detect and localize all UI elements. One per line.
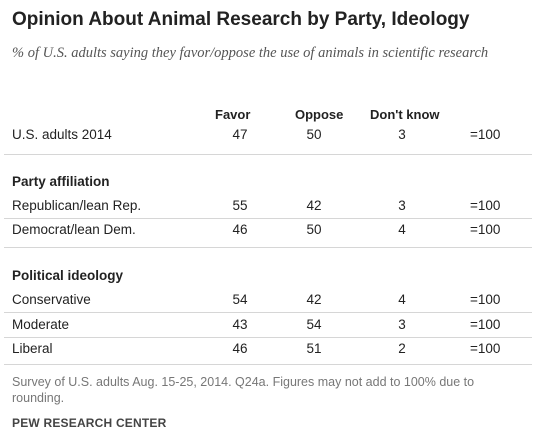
total-value: =100: [470, 292, 501, 307]
divider: [4, 247, 532, 248]
row-label: Moderate: [12, 317, 70, 332]
favor-value: 55: [232, 198, 248, 213]
section-political-ideology: Political ideology: [12, 268, 124, 283]
column-header-favor: Favor: [215, 107, 251, 122]
divider: [4, 364, 532, 365]
total-value: =100: [470, 222, 501, 237]
oppose-value: 54: [306, 317, 322, 332]
divider: [4, 312, 532, 313]
row-label: Conservative: [12, 292, 91, 307]
dont-know-value: 3: [398, 317, 406, 332]
favor-value: 46: [232, 341, 248, 356]
table-row-us-adults: U.S. adults 2014 47 50 3 =100: [0, 127, 540, 147]
footnote: Survey of U.S. adults Aug. 15-25, 2014. …: [12, 375, 475, 405]
column-header-oppose: Oppose: [295, 107, 344, 122]
table-row-liberal: Liberal 46 51 2 =100: [0, 341, 540, 361]
section-party-affiliation: Party affiliation: [12, 174, 110, 189]
dont-know-value: 2: [398, 341, 406, 356]
source-credit: PEW RESEARCH CENTER: [12, 416, 167, 430]
column-header-dont-know: Don't know: [370, 107, 440, 122]
table-row-moderate: Moderate 43 54 3 =100: [0, 317, 540, 337]
divider: [4, 154, 532, 155]
table-row-democrat: Democrat/lean Dem. 46 50 4 =100: [0, 222, 540, 242]
oppose-value: 51: [306, 341, 322, 356]
row-label: Republican/lean Rep.: [12, 198, 142, 213]
favor-value: 43: [232, 317, 248, 332]
favor-value: 46: [232, 222, 248, 237]
oppose-value: 50: [306, 222, 322, 237]
oppose-value: 50: [306, 127, 322, 142]
divider: [4, 218, 532, 219]
total-value: =100: [470, 341, 501, 356]
total-value: =100: [470, 127, 501, 142]
table-row-republican: Republican/lean Rep. 55 42 3 =100: [0, 198, 540, 218]
chart-subtitle: % of U.S. adults saying they favor/oppos…: [12, 45, 489, 61]
dont-know-value: 3: [398, 127, 406, 142]
table-row-conservative: Conservative 54 42 4 =100: [0, 292, 540, 312]
row-label: Democrat/lean Dem.: [12, 222, 136, 237]
total-value: =100: [470, 198, 501, 213]
divider: [4, 337, 532, 338]
favor-value: 54: [232, 292, 248, 307]
total-value: =100: [470, 317, 501, 332]
row-label: U.S. adults 2014: [12, 127, 112, 142]
oppose-value: 42: [306, 198, 322, 213]
dont-know-value: 4: [398, 222, 406, 237]
row-label: Liberal: [12, 341, 53, 356]
oppose-value: 42: [306, 292, 322, 307]
chart-title: Opinion About Animal Research by Party, …: [12, 9, 470, 30]
dont-know-value: 4: [398, 292, 406, 307]
dont-know-value: 3: [398, 198, 406, 213]
favor-value: 47: [232, 127, 248, 142]
